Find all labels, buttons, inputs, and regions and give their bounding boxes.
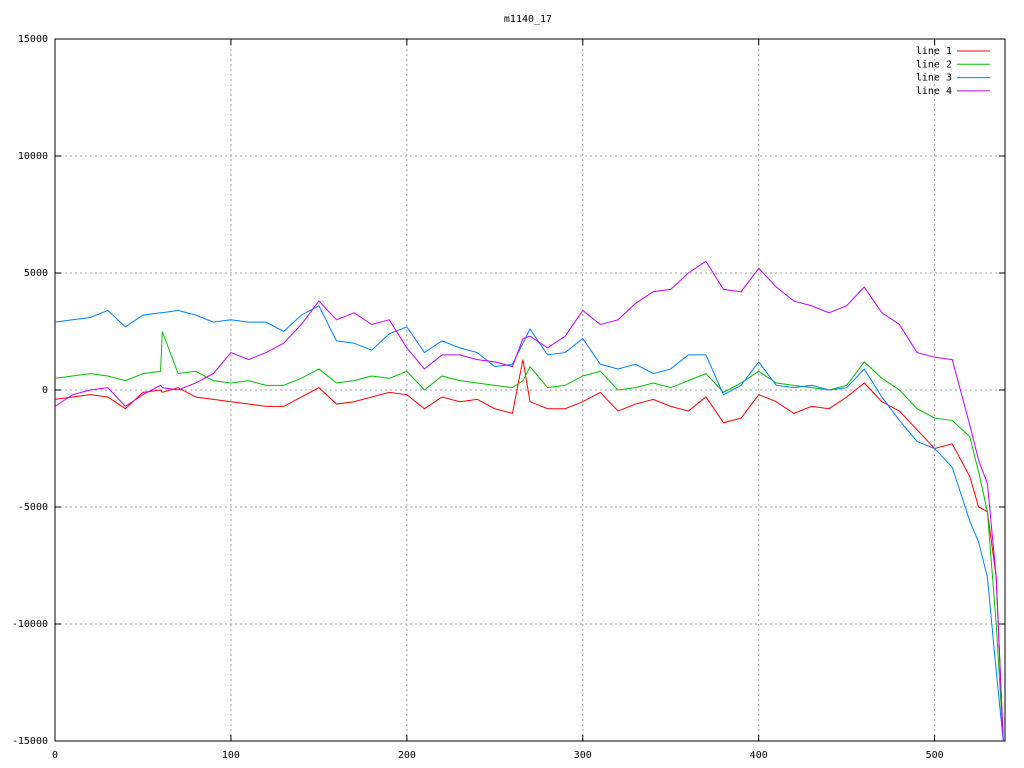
data-line [54, 359, 1004, 742]
plot-border [54, 38, 1006, 742]
chart-title: m1140_17 [504, 14, 552, 25]
x-tick-label: 400 [750, 750, 768, 761]
x-tick-label: 300 [574, 750, 592, 761]
x-tick-label: 0 [52, 750, 58, 761]
legend-label: line 4 [916, 86, 952, 97]
data-line [54, 331, 1004, 742]
y-tick-label: 5000 [24, 268, 48, 279]
legend-label: line 2 [916, 59, 952, 70]
data-line [54, 260, 1004, 742]
y-tick-label: -10000 [12, 619, 48, 630]
data-line [54, 305, 1004, 742]
y-tick-label: 10000 [18, 151, 48, 162]
y-tick-label: -5000 [18, 502, 48, 513]
x-tick-label: 200 [398, 750, 416, 761]
y-tick-label: -15000 [12, 736, 48, 747]
x-tick-label: 500 [926, 750, 944, 761]
y-tick-label: 15000 [18, 34, 48, 45]
y-tick-label: 0 [42, 385, 48, 396]
x-tick-label: 100 [222, 750, 240, 761]
legend-label: line 3 [916, 73, 952, 84]
legend-label: line 1 [916, 46, 952, 57]
